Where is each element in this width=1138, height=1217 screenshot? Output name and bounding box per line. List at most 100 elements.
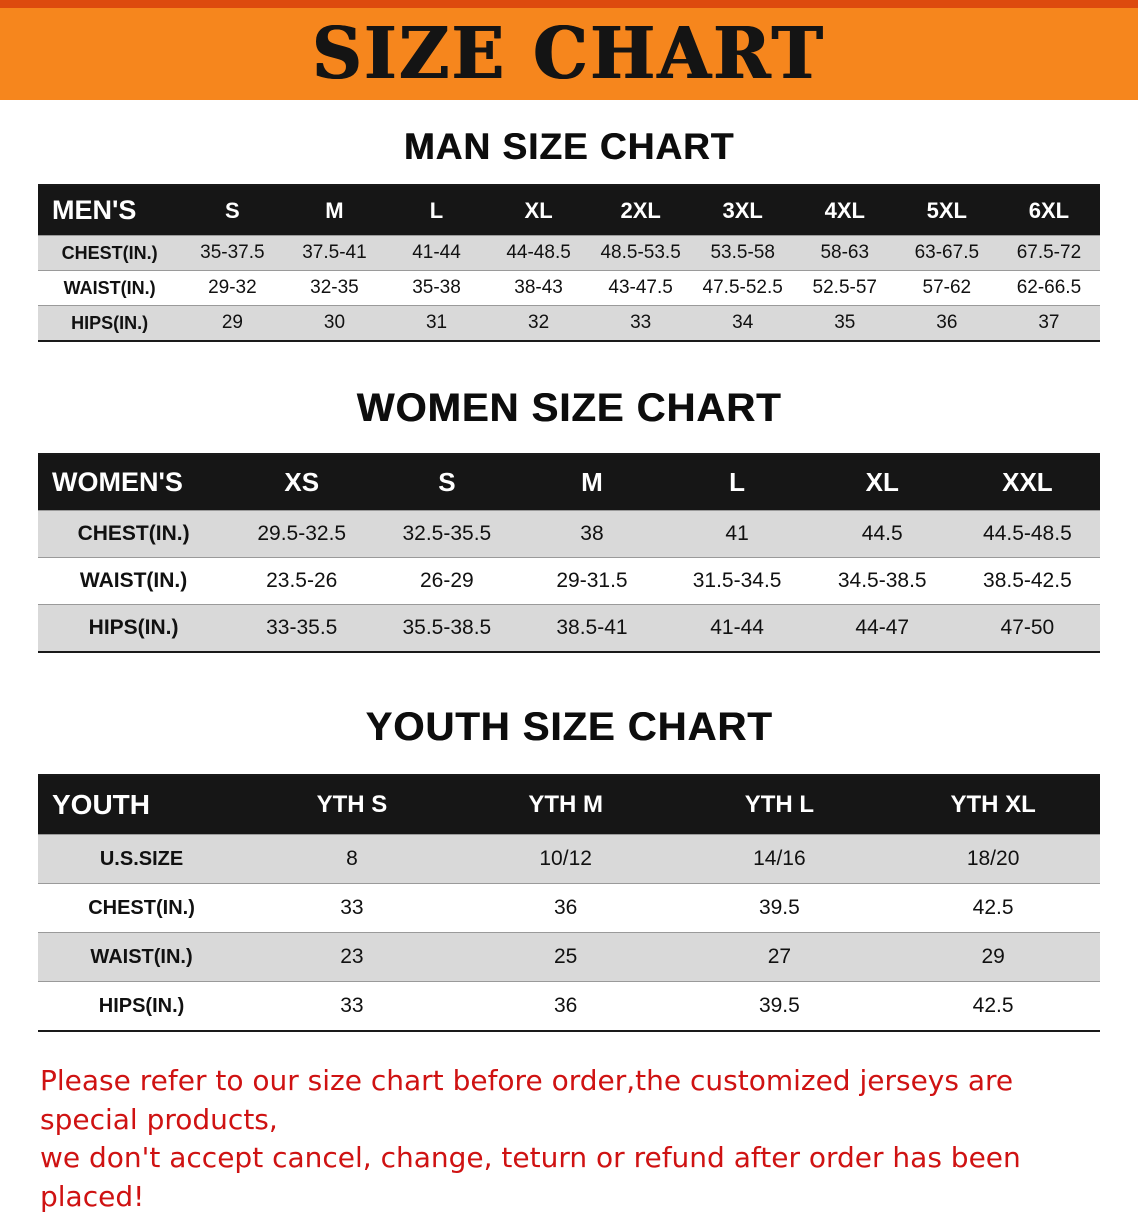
- men-size-section: MAN SIZE CHART MEN'S S M L XL 2XL 3XL 4XL 5XL 6XL…: [0, 126, 1138, 342]
- table-cell: 32: [487, 305, 590, 341]
- table-cell: 33: [589, 305, 692, 341]
- youth-size-table-container: YOUTH YTH S YTH M YTH L YTH XL U.S.SIZE 8 10/12…: [38, 774, 1100, 1032]
- table-cell: 14/16: [672, 834, 887, 884]
- table-cell: 27: [672, 932, 887, 982]
- row-label: CHEST(IN.): [38, 510, 230, 558]
- table-cell: 63-67.5: [895, 235, 998, 271]
- table-cell: 34: [691, 305, 794, 341]
- table-cell: 31: [385, 305, 488, 341]
- size-column-header: L: [385, 185, 488, 236]
- table-cell: 37: [997, 305, 1100, 341]
- table-header-row: WOMEN'S XS S M L XL XXL: [38, 454, 1100, 511]
- table-row: WAIST(IN.) 23 25 27 29: [38, 932, 1100, 982]
- size-column-header: M: [519, 454, 665, 511]
- row-label: WAIST(IN.): [38, 270, 182, 306]
- table-cell: 44-47: [809, 604, 955, 652]
- table-cell: 37.5-41: [283, 235, 386, 271]
- table-cell: 36: [458, 883, 673, 933]
- size-table: WOMEN'S XS S M L XL XXL CHEST(IN.) 29.5-32.5 32.5…: [38, 453, 1100, 653]
- row-label: CHEST(IN.): [38, 883, 246, 933]
- row-label: WAIST(IN.): [38, 932, 246, 982]
- youth-section-heading: YOUTH SIZE CHART: [365, 705, 773, 749]
- table-cell: 42.5: [886, 981, 1100, 1031]
- table-row: U.S.SIZE 8 10/12 14/16 18/20: [38, 834, 1100, 884]
- men-size-table-container: MEN'S S M L XL 2XL 3XL 4XL 5XL 6XL CHEST(IN.) 35-37…: [38, 184, 1100, 342]
- table-row: WAIST(IN.) 29-32 32-35 35-38 38-43 43-47.5 47.…: [38, 270, 1100, 306]
- table-cell: 30: [283, 305, 386, 341]
- table-cell: 38-43: [487, 270, 590, 306]
- table-row: HIPS(IN.) 33-35.5 35.5-38.5 38.5-41 41-44 44-…: [38, 604, 1100, 652]
- table-cell: 32.5-35.5: [374, 510, 520, 558]
- size-column-header: 2XL: [589, 185, 692, 236]
- size-column-header: 4XL: [793, 185, 896, 236]
- banner-title: SIZE CHART: [312, 12, 826, 96]
- table-cell: 44.5-48.5: [954, 510, 1100, 558]
- table-cell: 52.5-57: [793, 270, 896, 306]
- table-cell: 23: [245, 932, 459, 982]
- table-cell: 36: [458, 981, 673, 1031]
- size-chart-banner: SIZE CHART: [0, 0, 1138, 100]
- table-cell: 8: [245, 834, 459, 884]
- table-cell: 38.5-42.5: [954, 557, 1100, 605]
- size-table: MEN'S S M L XL 2XL 3XL 4XL 5XL 6XL CHEST(IN.) 35-37…: [38, 184, 1100, 342]
- women-size-table-container: WOMEN'S XS S M L XL XXL CHEST(IN.) 29.5-32.5 32.5…: [38, 453, 1100, 653]
- table-cell: 41-44: [385, 235, 488, 271]
- women-section-heading: WOMEN SIZE CHART: [356, 386, 782, 430]
- table-header-row: YOUTH YTH S YTH M YTH L YTH XL: [38, 775, 1100, 835]
- table-cell: 35: [793, 305, 896, 341]
- size-column-header: XL: [487, 185, 590, 236]
- row-label: HIPS(IN.): [38, 604, 230, 652]
- footer-note-line-2: we don't accept cancel, change, teturn o…: [40, 1141, 1021, 1213]
- table-cell: 29: [181, 305, 284, 341]
- table-cell: 53.5-58: [691, 235, 794, 271]
- size-column-header: 5XL: [895, 185, 998, 236]
- row-label: HIPS(IN.): [38, 305, 182, 341]
- table-cell: 33-35.5: [229, 604, 375, 652]
- table-cell: 42.5: [886, 883, 1100, 933]
- table-cell: 67.5-72: [997, 235, 1100, 271]
- row-label: CHEST(IN.): [38, 235, 182, 271]
- youth-size-section: YOUTH SIZE CHART YOUTH YTH S YTH M YTH L YTH…: [0, 705, 1138, 1032]
- row-label: U.S.SIZE: [38, 834, 246, 884]
- row-label: WAIST(IN.): [38, 557, 230, 605]
- table-cell: 35-38: [385, 270, 488, 306]
- table-row: HIPS(IN.) 29 30 31 32 33 34 35 36 37: [38, 305, 1100, 341]
- table-corner-label: WOMEN'S: [38, 454, 230, 511]
- size-column-header: YTH M: [458, 775, 673, 835]
- row-label: HIPS(IN.): [38, 981, 246, 1031]
- table-cell: 31.5-34.5: [664, 557, 810, 605]
- footer-note: Please refer to our size chart before or…: [40, 1062, 1110, 1217]
- table-cell: 29: [886, 932, 1100, 982]
- size-column-header: M: [283, 185, 386, 236]
- table-cell: 44.5: [809, 510, 955, 558]
- table-cell: 39.5: [672, 981, 887, 1031]
- size-column-header: XL: [809, 454, 955, 511]
- table-cell: 38.5-41: [519, 604, 665, 652]
- table-cell: 29-31.5: [519, 557, 665, 605]
- size-column-header: S: [374, 454, 520, 511]
- table-cell: 44-48.5: [487, 235, 590, 271]
- table-cell: 29.5-32.5: [229, 510, 375, 558]
- size-column-header: YTH XL: [886, 775, 1100, 835]
- women-size-section: WOMEN SIZE CHART WOMEN'S XS S M L XL XXL CHEST(…: [0, 386, 1138, 653]
- size-column-header: XS: [229, 454, 375, 511]
- table-row: HIPS(IN.) 33 36 39.5 42.5: [38, 981, 1100, 1031]
- size-column-header: YTH L: [672, 775, 887, 835]
- table-header-row: MEN'S S M L XL 2XL 3XL 4XL 5XL 6XL: [38, 185, 1100, 236]
- table-row: WAIST(IN.) 23.5-26 26-29 29-31.5 31.5-34.5 34…: [38, 557, 1100, 605]
- table-row: CHEST(IN.) 29.5-32.5 32.5-35.5 38 41 44.5 44.5…: [38, 510, 1100, 558]
- table-cell: 35-37.5: [181, 235, 284, 271]
- table-cell: 39.5: [672, 883, 887, 933]
- table-cell: 33: [245, 981, 459, 1031]
- men-section-heading: MAN SIZE CHART: [403, 126, 735, 167]
- footer-note-line-1: Please refer to our size chart before or…: [40, 1064, 1014, 1136]
- table-cell: 23.5-26: [229, 557, 375, 605]
- table-cell: 18/20: [886, 834, 1100, 884]
- table-cell: 32-35: [283, 270, 386, 306]
- table-cell: 25: [458, 932, 673, 982]
- table-cell: 35.5-38.5: [374, 604, 520, 652]
- table-cell: 38: [519, 510, 665, 558]
- table-corner-label: YOUTH: [38, 775, 246, 835]
- size-column-header: YTH S: [245, 775, 459, 835]
- table-cell: 33: [245, 883, 459, 933]
